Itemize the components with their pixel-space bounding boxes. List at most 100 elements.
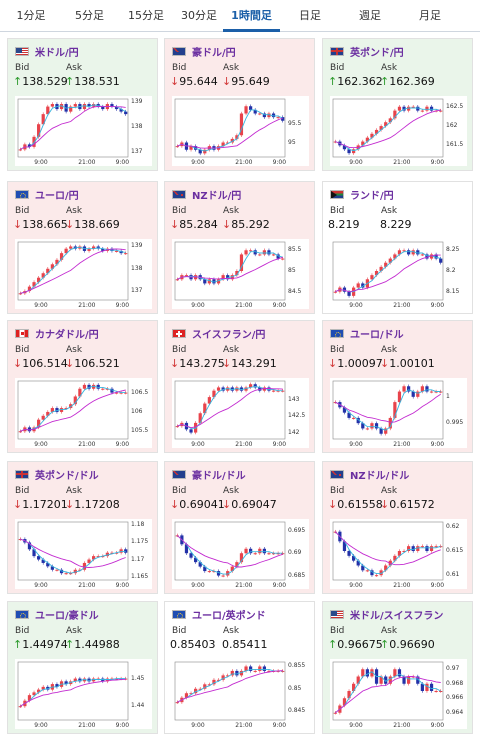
mini-candlestick-chart[interactable]: 1 0.995 9:00 21:00 9:00 <box>330 378 467 448</box>
bid-price: ↓138.665 <box>13 218 68 231</box>
rate-card[interactable]: 豪ドル/ドル Bid Ask ↓0.69041 ↓0.69047 0.695 0.69 0.6… <box>164 461 315 594</box>
candle <box>59 569 64 574</box>
candle <box>407 546 411 551</box>
mini-candlestick-chart[interactable]: 139 138 137 9:00 21:00 9:00 <box>15 239 152 309</box>
pair-name[interactable]: 英ポンド/円 <box>350 47 404 59</box>
mini-candlestick-chart[interactable]: 143 142.5 142 9:00 21:00 9:00 <box>172 378 309 448</box>
tab-30min[interactable]: 30分足 <box>181 9 217 22</box>
x-tick-label: 21:00 <box>78 302 96 309</box>
candle <box>216 679 221 681</box>
pair-name[interactable]: ユーロ/豪ドル <box>35 610 99 622</box>
candle <box>78 569 82 571</box>
y-tick-label: 1.44 <box>131 702 145 710</box>
pair-name[interactable]: ユーロ/円 <box>35 190 79 202</box>
pair-name[interactable]: 豪ドル/ドル <box>192 470 246 482</box>
pair-name[interactable]: スイスフラン/円 <box>192 329 266 341</box>
pair-name[interactable]: ランド/円 <box>350 190 394 202</box>
card-header: NZドル/ドル <box>330 468 410 482</box>
candle <box>356 283 360 288</box>
bid-price: ↑0.96675 <box>328 638 383 651</box>
ask-value: 1.44988 <box>74 638 120 651</box>
y-tick-label: 139 <box>131 97 143 105</box>
rate-card[interactable]: 米ドル/円 Bid Ask ↑138.529 ↑138.531 139 138 137 9:00… <box>7 38 158 171</box>
rate-card[interactable]: カナダドル/円 Bid Ask ↓106.514 ↓106.521 106.5 106 105… <box>7 320 158 453</box>
rate-card[interactable]: ユーロ/英ポンド Bid Ask 0.85403 0.85411 0.855 0.85 0.8… <box>164 601 315 734</box>
tab-1min[interactable]: 1分足 <box>16 9 46 22</box>
rate-card[interactable]: ランド/円 Bid Ask 8.219 8.229 8.25 8.2 8.15 9:00 21:0… <box>322 181 473 314</box>
candle <box>379 126 383 130</box>
pair-name[interactable]: 米ドル/円 <box>35 47 79 59</box>
ask-price: 8.229 <box>380 218 412 231</box>
tab-1hour[interactable]: 1時間足 <box>223 0 280 32</box>
candle <box>27 427 32 432</box>
pair-name[interactable]: NZドル/ドル <box>350 470 410 482</box>
mini-candlestick-chart[interactable]: 0.62 0.615 0.61 9:00 21:00 9:00 <box>330 519 467 589</box>
mini-candlestick-chart[interactable]: 85.5 85 84.5 9:00 21:00 9:00 <box>172 239 309 309</box>
candle <box>361 423 365 429</box>
tab-5min[interactable]: 5分足 <box>75 9 104 22</box>
candle <box>379 676 383 684</box>
bid-value: 8.219 <box>328 218 360 231</box>
bid-label: Bid <box>172 626 187 636</box>
candle <box>352 417 356 419</box>
mini-candlestick-chart[interactable]: 8.25 8.2 8.15 9:00 21:00 9:00 <box>330 239 467 309</box>
candle <box>258 254 262 256</box>
pair-name[interactable]: 英ポンド/ドル <box>35 470 99 482</box>
mini-candlestick-chart[interactable]: 0.855 0.85 0.845 9:00 21:00 9:00 <box>172 659 309 729</box>
pair-name[interactable]: ユーロ/ドル <box>350 329 404 341</box>
y-tick-label: 0.615 <box>446 547 464 554</box>
rate-card[interactable]: 英ポンド/ドル Bid Ask ↓1.17201 ↓1.17208 1.18 1.175 1.… <box>7 461 158 594</box>
candle <box>226 387 230 391</box>
y-tick-label: 106 <box>131 407 143 415</box>
tab-15min[interactable]: 15分足 <box>128 9 164 22</box>
x-tick-label: 9:00 <box>430 302 445 309</box>
chart-canvas <box>174 521 286 581</box>
rate-card[interactable]: 豪ドル/円 Bid Ask ↓95.644 ↓95.649 95.5 95 9:00 21:00… <box>164 38 315 171</box>
candle <box>244 666 248 671</box>
candle <box>37 556 41 560</box>
tab-daily[interactable]: 日足 <box>299 9 321 22</box>
rate-card[interactable]: ユーロ/ドル Bid Ask ↓1.00097 ↓1.00101 1 0.995 9:00 21… <box>322 320 473 453</box>
pair-name[interactable]: 豪ドル/円 <box>192 47 236 59</box>
mini-candlestick-chart[interactable]: 139 138 137 9:00 21:00 9:00 <box>15 96 152 166</box>
rate-card[interactable]: ユーロ/円 Bid Ask ↓138.665 ↓138.669 139 138 137 9:00… <box>7 181 158 314</box>
mini-candlestick-chart[interactable]: 1.18 1.175 1.17 1.165 9:00 21:00 9:00 <box>15 519 152 589</box>
rate-card[interactable]: NZドル/円 Bid Ask ↓85.284 ↓85.292 85.5 85 84.5 9:00… <box>164 181 315 314</box>
candle <box>262 113 266 118</box>
ask-arrow-icon: ↓ <box>380 498 390 511</box>
rate-card[interactable]: 米ドル/スイスフラン Bid Ask ↑0.96675 ↑0.96690 0.97 0.96… <box>322 601 473 734</box>
tab-monthly[interactable]: 月足 <box>419 9 441 22</box>
bid-arrow-icon: ↓ <box>328 357 338 370</box>
mini-candlestick-chart[interactable]: 1.45 1.44 9:00 21:00 9:00 <box>15 659 152 729</box>
mini-candlestick-chart[interactable]: 0.97 0.968 0.966 0.964 9:00 21:00 9:00 <box>330 659 467 729</box>
mini-candlestick-chart[interactable]: 162.5 162 161.5 9:00 21:00 9:00 <box>330 96 467 166</box>
candle <box>434 391 438 393</box>
y-tick-label: 0.62 <box>446 522 460 530</box>
candle <box>189 429 193 433</box>
candle <box>235 387 239 391</box>
tab-weekly[interactable]: 週足 <box>359 9 381 22</box>
mini-candlestick-chart[interactable]: 0.695 0.69 0.685 9:00 21:00 9:00 <box>172 519 309 589</box>
bid-price: ↑138.529 <box>13 75 68 88</box>
pair-name[interactable]: ユーロ/英ポンド <box>192 610 266 622</box>
ask-price: ↑0.96690 <box>380 638 435 651</box>
bid-arrow-icon: ↑ <box>328 638 338 651</box>
bid-label: Bid <box>15 63 30 73</box>
rate-card[interactable]: 英ポンド/円 Bid Ask ↑162.362 ↑162.369 162.5 162 161.… <box>322 38 473 171</box>
candle <box>124 111 128 115</box>
rate-card[interactable]: ユーロ/豪ドル Bid Ask ↑1.44974 ↑1.44988 1.45 1.44 9:0… <box>7 601 158 734</box>
pair-name[interactable]: NZドル/円 <box>192 190 242 202</box>
pair-name[interactable]: カナダドル/円 <box>35 329 99 341</box>
candle <box>420 683 424 691</box>
candle <box>356 676 360 684</box>
candle <box>230 566 234 572</box>
candle <box>365 137 369 142</box>
mini-candlestick-chart[interactable]: 95.5 95 9:00 21:00 9:00 <box>172 96 309 166</box>
candle <box>420 386 424 392</box>
mini-candlestick-chart[interactable]: 106.5 106 105.5 9:00 21:00 9:00 <box>15 378 152 448</box>
rate-card[interactable]: NZドル/ドル Bid Ask ↓0.61558 ↓0.61572 0.62 0.615 0.… <box>322 461 473 594</box>
rate-card[interactable]: スイスフラン/円 Bid Ask ↓143.275 ↓143.291 143 142.5 14… <box>164 320 315 453</box>
ask-value: 0.85411 <box>222 638 268 651</box>
moving-average-short-line <box>20 538 126 574</box>
pair-name[interactable]: 米ドル/スイスフラン <box>350 610 444 622</box>
